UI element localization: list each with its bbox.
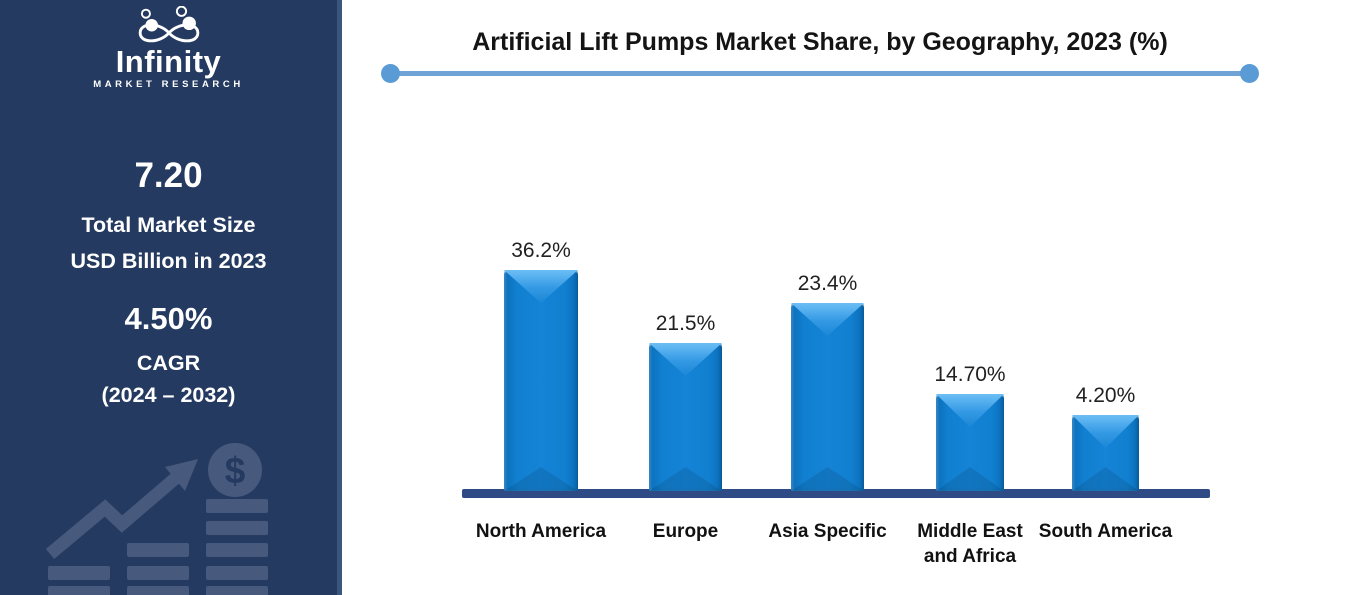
cagr-period: (2024 – 2032) <box>101 383 236 407</box>
title-underline <box>381 64 1259 83</box>
bar-bevel <box>649 343 722 376</box>
underline-dot-left-icon <box>381 64 400 83</box>
bar-bevel <box>649 467 722 491</box>
sidebar: Infinity MARKET RESEARCH 7.20 Total Mark… <box>0 0 342 595</box>
value-label-asia-specific: 23.4% <box>797 272 858 295</box>
market-size-value: 7.20 <box>134 156 203 195</box>
value-label-middle-east-and-africa: 14.70% <box>934 363 1006 386</box>
bar-asia-specific <box>791 303 864 491</box>
underline-dot-right-icon <box>1240 64 1259 83</box>
market-size-label-line1: Total Market Size <box>81 213 256 237</box>
growth-bars-arrow-dollar-icon: $ <box>45 443 268 595</box>
bar-bevel <box>936 467 1004 491</box>
bar-bevel <box>1072 467 1139 491</box>
bar-europe <box>649 343 722 491</box>
infinity-people-icon <box>138 6 199 43</box>
bar-north-america <box>504 270 578 491</box>
category-label-asia-specific: Asia Specific <box>768 521 887 542</box>
category-label-europe: Europe <box>652 521 719 542</box>
value-label-south-america: 4.20% <box>1075 384 1136 407</box>
brand-name: Infinity <box>115 44 222 79</box>
market-size-label-line2: USD Billion in 2023 <box>70 249 267 273</box>
bar-middle-east-and-africa <box>936 394 1004 491</box>
category-label-north-america: North America <box>475 521 607 542</box>
bar-bevel <box>1072 415 1139 448</box>
brand-tagline: MARKET RESEARCH <box>93 79 244 90</box>
value-label-europe: 21.5% <box>655 312 716 335</box>
bar-bevel <box>504 467 578 491</box>
chart-title: Artificial Lift Pumps Market Share, by G… <box>472 28 1168 56</box>
cagr-value: 4.50% <box>124 301 213 336</box>
cagr-label: CAGR <box>136 351 201 375</box>
bar-bevel <box>791 303 864 336</box>
brand-logo: Infinity MARKET RESEARCH <box>0 6 337 90</box>
x-axis-line <box>462 489 1210 498</box>
category-label-south-america: South America <box>1038 521 1173 542</box>
bar-bevel <box>504 270 578 303</box>
title-underline-line <box>390 71 1250 76</box>
bar-south-america <box>1072 415 1139 491</box>
bar-bevel <box>791 467 864 491</box>
value-label-north-america: 36.2% <box>511 239 571 262</box>
bar-bevel <box>936 394 1004 427</box>
svg-text:$: $ <box>225 450 246 491</box>
category-label-middle-east-and-africa: Middle East and Africa <box>917 521 1023 568</box>
